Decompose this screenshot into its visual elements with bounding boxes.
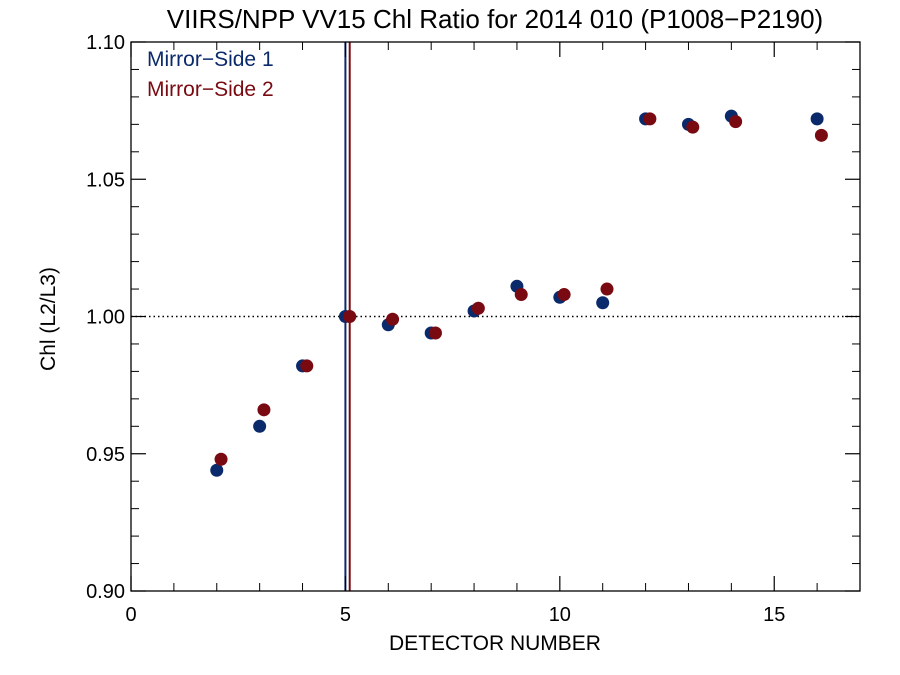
y-tick-label: 1.00	[86, 307, 125, 329]
y-axis-label: Chl (L2/L3)	[37, 267, 60, 371]
point-mirror-side-1	[253, 419, 267, 433]
chart-title: VIIRS/NPP VV15 Chl Ratio for 2014 010 (P…	[167, 4, 823, 34]
point-mirror-side-2	[514, 288, 528, 302]
x-tick-label: 5	[340, 604, 351, 626]
point-mirror-side-2	[729, 115, 743, 129]
point-mirror-side-2	[214, 452, 228, 466]
legend: Mirror−Side 1 Mirror−Side 2	[147, 48, 274, 101]
y-tick-label: 1.10	[86, 32, 125, 54]
y-tick-label: 0.95	[86, 444, 125, 466]
axis-ticks: 0 5 10 15 0.90 0.95 1.00 1.05 1.10	[86, 32, 861, 626]
point-mirror-side-2	[686, 120, 700, 134]
point-mirror-side-2	[386, 312, 400, 326]
point-mirror-side-1	[210, 463, 224, 477]
y-tick-label: 0.90	[86, 581, 125, 603]
point-mirror-side-2	[643, 112, 657, 126]
point-mirror-side-2	[814, 128, 828, 142]
point-mirror-side-2	[257, 403, 271, 417]
point-mirror-side-1	[596, 296, 610, 310]
point-mirror-side-2	[300, 359, 314, 373]
legend-entry-mirror-side-2: Mirror−Side 2	[147, 78, 274, 101]
point-mirror-side-1	[810, 112, 824, 126]
point-mirror-side-2	[343, 310, 357, 323]
x-tick-label: 15	[763, 604, 785, 626]
point-mirror-side-2	[471, 301, 485, 315]
point-mirror-side-2	[428, 326, 442, 340]
x-tick-label: 10	[549, 604, 571, 626]
y-tick-label: 1.05	[86, 169, 125, 191]
x-axis-label: DETECTOR NUMBER	[389, 632, 601, 655]
data-points	[210, 109, 828, 477]
x-tick-label: 0	[125, 604, 136, 626]
legend-entry-mirror-side-1: Mirror−Side 1	[147, 48, 274, 71]
point-mirror-side-2	[600, 282, 614, 296]
point-mirror-side-2	[557, 288, 571, 302]
